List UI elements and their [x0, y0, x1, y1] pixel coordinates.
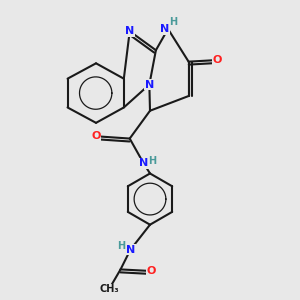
Text: CH₃: CH₃	[99, 284, 119, 294]
Text: H: H	[118, 241, 126, 251]
Text: N: N	[125, 26, 134, 36]
Text: O: O	[91, 131, 101, 141]
Text: O: O	[147, 266, 156, 276]
Text: H: H	[148, 156, 156, 166]
Text: H: H	[169, 17, 177, 28]
Text: O: O	[212, 55, 222, 65]
Text: N: N	[145, 80, 154, 90]
Text: N: N	[160, 24, 169, 34]
Text: N: N	[139, 158, 148, 168]
Text: N: N	[126, 245, 135, 255]
